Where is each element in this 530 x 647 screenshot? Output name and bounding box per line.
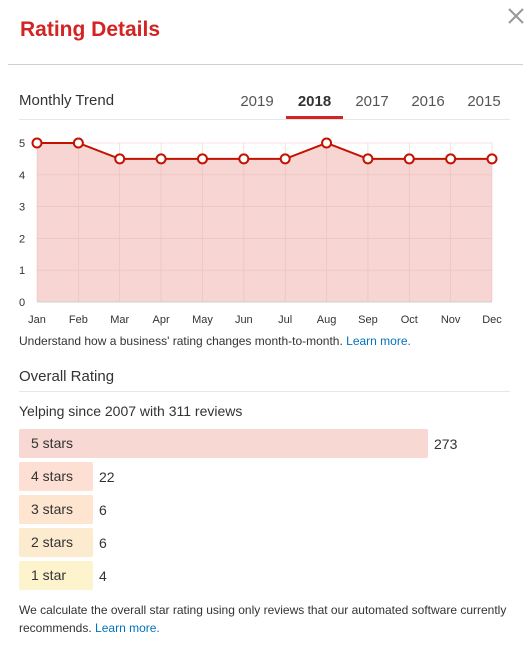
x-tick-label-jan: Jan [28,314,46,326]
trend-divider [19,119,510,120]
y-tick-label-0: 0 [19,297,25,309]
rating-count-1-star: 4 [99,567,107,584]
x-tick-label-jul: Jul [278,314,292,326]
rating-count-2-stars: 6 [99,534,107,551]
close-icon[interactable] [503,3,527,27]
tab-year-2019[interactable]: 2019 [240,93,274,110]
y-tick-label-2: 2 [19,233,25,245]
rating-bar-4-stars: 4 stars [19,462,93,491]
rating-bar-2-stars: 2 stars [19,528,93,557]
overall-rating-heading: Overall Rating [19,368,115,385]
monthly-trend-chart: 0 1 2 3 4 5 Jan Feb Mar Apr May Jun Jul Aug Sep Oct Nov D… [19,137,502,326]
x-tick-label-apr: Apr [153,314,170,326]
trend-point-may [196,153,208,165]
trend-point-jan [31,137,43,149]
tab-year-2015[interactable]: 2015 [467,93,501,110]
trend-point-oct [403,153,415,165]
rating-row-2-stars: 2 stars 6 [19,528,107,557]
x-tick-label-mar: Mar [110,314,129,326]
rating-row-3-stars: 3 stars 6 [19,495,107,524]
monthly-trend-heading: Monthly Trend [19,92,115,109]
review-summary: Yelping since 2007 with 311 reviews [19,403,243,419]
trend-point-jul [279,153,291,165]
trend-point-jun [238,153,250,165]
rating-row-4-stars: 4 stars 22 [19,462,115,491]
rating-count-4-stars: 22 [99,468,115,485]
trend-caption: Understand how a business' rating change… [19,334,411,348]
rating-row-5-stars: 5 stars 273 [19,429,457,458]
rating-footnote-text: We calculate the overall star rating usi… [19,603,507,635]
header-divider [8,64,523,65]
x-tick-label-jun: Jun [235,314,253,326]
trend-point-apr [155,153,167,165]
tab-year-2016[interactable]: 2016 [411,93,445,110]
y-tick-label-4: 4 [19,170,25,182]
year-tabs: 2019 2018 2017 2016 2015 [232,92,509,120]
y-tick-label-5: 5 [19,138,25,150]
close-button[interactable] [503,3,527,27]
trend-point-nov [445,153,457,165]
rating-learn-more-link[interactable]: Learn more. [95,621,160,635]
x-tick-label-dec: Dec [482,314,502,326]
rating-bar-3-stars: 3 stars [19,495,93,524]
y-tick-label-1: 1 [19,265,25,277]
trend-caption-text: Understand how a business' rating change… [19,334,343,348]
x-tick-label-may: May [192,314,213,326]
trend-area [37,143,492,302]
trend-point-mar [114,153,126,165]
rating-count-5-stars: 273 [434,435,458,452]
rating-row-1-star: 1 star 4 [19,561,107,590]
x-tick-label-oct: Oct [401,314,418,326]
trend-learn-more-link[interactable]: Learn more. [346,334,411,348]
x-tick-label-aug: Aug [317,314,337,326]
rating-count-3-stars: 6 [99,501,107,518]
rating-footnote: We calculate the overall star rating usi… [19,601,514,637]
trend-point-sep [362,153,374,165]
tab-year-2018[interactable]: 2018 [286,92,343,119]
overall-divider [19,391,510,392]
rating-bar-1-star: 1 star [19,561,93,590]
trend-point-feb [72,137,84,149]
x-tick-label-feb: Feb [69,314,88,326]
trend-point-aug [321,137,333,149]
x-tick-label-nov: Nov [441,314,461,326]
rating-bar-5-stars: 5 stars [19,429,428,458]
tab-year-2017[interactable]: 2017 [355,93,389,110]
y-tick-label-3: 3 [19,202,25,214]
modal-title: Rating Details [20,18,161,41]
x-tick-label-sep: Sep [358,314,378,326]
trend-point-dec [486,153,498,165]
trend-line [37,141,492,160]
